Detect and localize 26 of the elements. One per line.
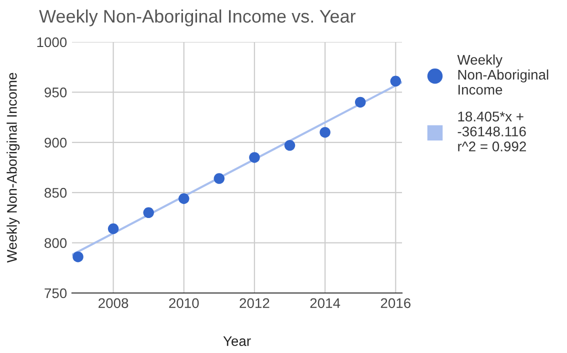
- point: [108, 223, 119, 234]
- point: [143, 207, 154, 218]
- point: [320, 126, 330, 138]
- y-tick-label: 750: [44, 288, 67, 298]
- x-axis-title: Year: [223, 336, 251, 346]
- point: [249, 152, 260, 163]
- chart-title: Weekly Non-Aboriginal Income vs. Year: [39, 9, 356, 26]
- point: [72, 251, 84, 262]
- y-tick-label: 900: [44, 138, 67, 148]
- x-tick-label: 2012: [240, 298, 270, 308]
- point: [178, 193, 190, 204]
- legend-label: 18.405*x + -36148.116 r^2 = 0.992: [458, 112, 526, 152]
- y-tick-label: 850: [44, 188, 67, 198]
- x-tick-label: 2014: [310, 298, 340, 308]
- point: [284, 140, 296, 151]
- y-axis-title: Weekly Non-Aboriginal Income: [6, 72, 20, 263]
- point: [354, 96, 366, 108]
- legend-label: Weekly Non-Aboriginal Income: [457, 54, 548, 95]
- x-tick-label: 2010: [169, 298, 199, 308]
- y-tick-label: 1000: [37, 37, 67, 48]
- x-tick-label: 2016: [380, 298, 410, 308]
- y-tick-label: 800: [44, 238, 67, 248]
- point: [214, 173, 225, 184]
- y-tick-label: 950: [44, 88, 67, 98]
- x-tick-label: 2008: [98, 298, 128, 308]
- point: [390, 76, 402, 87]
